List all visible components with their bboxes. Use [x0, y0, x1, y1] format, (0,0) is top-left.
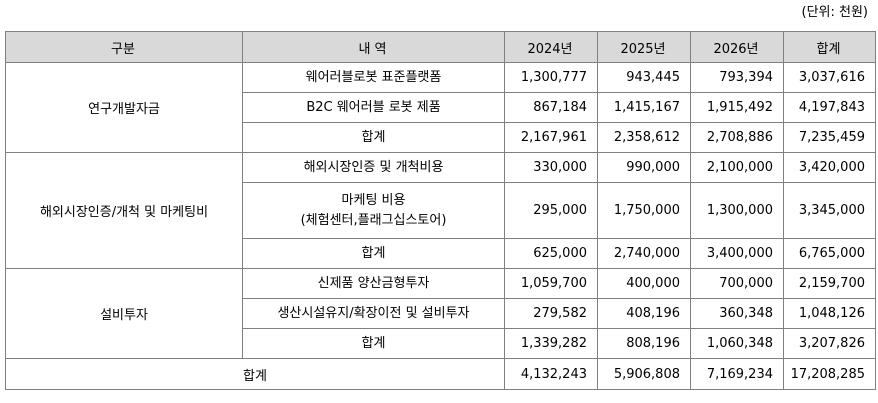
subtotal-row: 합계 2,167,961 2,358,612 2,708,886 7,235,4…: [6, 122, 876, 153]
item-line-2: (체험센터,플래그십스토어): [300, 212, 447, 228]
value-2024: 330,000: [504, 152, 598, 183]
budget-table: 구분 내 역 2024년 2025년 2026년 합계 연구개발자금 웨어러블로…: [5, 31, 876, 390]
item-cell: 신제품 양산금형투자: [242, 268, 505, 299]
unit-note: (단위: 천원): [801, 5, 869, 20]
item-cell: 웨어러블로봇 표준플랫폼: [242, 62, 505, 93]
grand-total-2024: 4,132,243: [504, 358, 598, 390]
value-total: 3,420,000: [783, 152, 876, 183]
value-2025: 808,196: [597, 328, 691, 359]
header-2026: 2026년: [690, 31, 784, 63]
value-2026: 1,300,000: [690, 182, 784, 239]
value-2026: 2,708,886: [690, 122, 784, 153]
value-2024: 1,339,282: [504, 328, 598, 359]
value-2026: 1,060,348: [690, 328, 784, 359]
item-cell: 생산시설유지/확장이전 및 설비투자: [242, 298, 505, 329]
value-total: 6,765,000: [783, 238, 876, 269]
value-2025: 408,196: [597, 298, 691, 329]
value-2026: 360,348: [690, 298, 784, 329]
header-total: 합계: [783, 31, 876, 63]
value-total: 3,345,000: [783, 182, 876, 239]
value-2026: 700,000: [690, 268, 784, 299]
value-total: 1,048,126: [783, 298, 876, 329]
value-2026: 2,100,000: [690, 152, 784, 183]
subtotal-label: 합계: [242, 122, 505, 153]
header-category: 구분: [5, 31, 243, 63]
header-2025: 2025년: [597, 31, 691, 63]
value-2025: 1,415,167: [597, 92, 691, 123]
category-cell: 연구개발자금: [5, 62, 243, 153]
subtotal-label: 합계: [242, 328, 505, 359]
subtotal-row: 합계 625,000 2,740,000 3,400,000 6,765,000: [6, 238, 876, 269]
value-2024: 625,000: [504, 238, 598, 269]
value-total: 3,207,826: [783, 328, 876, 359]
value-total: 4,197,843: [783, 92, 876, 123]
value-total: 7,235,459: [783, 122, 876, 153]
value-2024: 1,059,700: [504, 268, 598, 299]
value-total: 3,037,616: [783, 62, 876, 93]
value-2025: 2,740,000: [597, 238, 691, 269]
grand-total-2026: 7,169,234: [690, 358, 784, 390]
value-2024: 867,184: [504, 92, 598, 123]
value-2026: 1,915,492: [690, 92, 784, 123]
grand-total-2025: 5,906,808: [597, 358, 691, 390]
grand-total-label: 합계: [5, 358, 505, 390]
item-cell: B2C 웨어러블 로봇 제품: [242, 92, 505, 123]
table-row: B2C 웨어러블 로봇 제품 867,184 1,415,167 1,915,4…: [6, 92, 876, 123]
grand-total-sum: 17,208,285: [783, 358, 876, 390]
value-2025: 2,358,612: [597, 122, 691, 153]
category-cell: 설비투자: [5, 268, 243, 359]
table-row: 연구개발자금 웨어러블로봇 표준플랫폼 1,300,777 943,445 79…: [5, 62, 876, 153]
item-line-1: 마케팅 비용: [341, 192, 406, 208]
table-row: 설비투자 신제품 양산금형투자 1,059,700 400,000 700,00…: [5, 268, 876, 359]
header-detail: 내 역: [242, 31, 505, 63]
category-cell: 해외시장인증/개척 및 마케팅비: [5, 152, 243, 269]
table-row: 생산시설유지/확장이전 및 설비투자 279,582 408,196 360,3…: [6, 298, 876, 329]
value-total: 2,159,700: [783, 268, 876, 299]
value-2024: 279,582: [504, 298, 598, 329]
table-header-row: 구분 내 역 2024년 2025년 2026년 합계: [5, 31, 876, 63]
value-2025: 400,000: [597, 268, 691, 299]
value-2025: 1,750,000: [597, 182, 691, 239]
value-2024: 295,000: [504, 182, 598, 239]
subtotal-row: 합계 1,339,282 808,196 1,060,348 3,207,826: [6, 328, 876, 359]
value-2024: 2,167,961: [504, 122, 598, 153]
grand-total-row: 합계 4,132,243 5,906,808 7,169,234 17,208,…: [5, 358, 876, 390]
value-2024: 1,300,777: [504, 62, 598, 93]
item-cell: 해외시장인증 및 개척비용: [242, 152, 505, 183]
value-2025: 943,445: [597, 62, 691, 93]
header-2024: 2024년: [504, 31, 598, 63]
table-row: 해외시장인증/개척 및 마케팅비 해외시장인증 및 개척비용 330,000 9…: [5, 152, 876, 269]
value-2026: 3,400,000: [690, 238, 784, 269]
value-2026: 793,394: [690, 62, 784, 93]
item-cell: 마케팅 비용 (체험센터,플래그십스토어): [242, 182, 505, 239]
value-2025: 990,000: [597, 152, 691, 183]
subtotal-label: 합계: [242, 238, 505, 269]
